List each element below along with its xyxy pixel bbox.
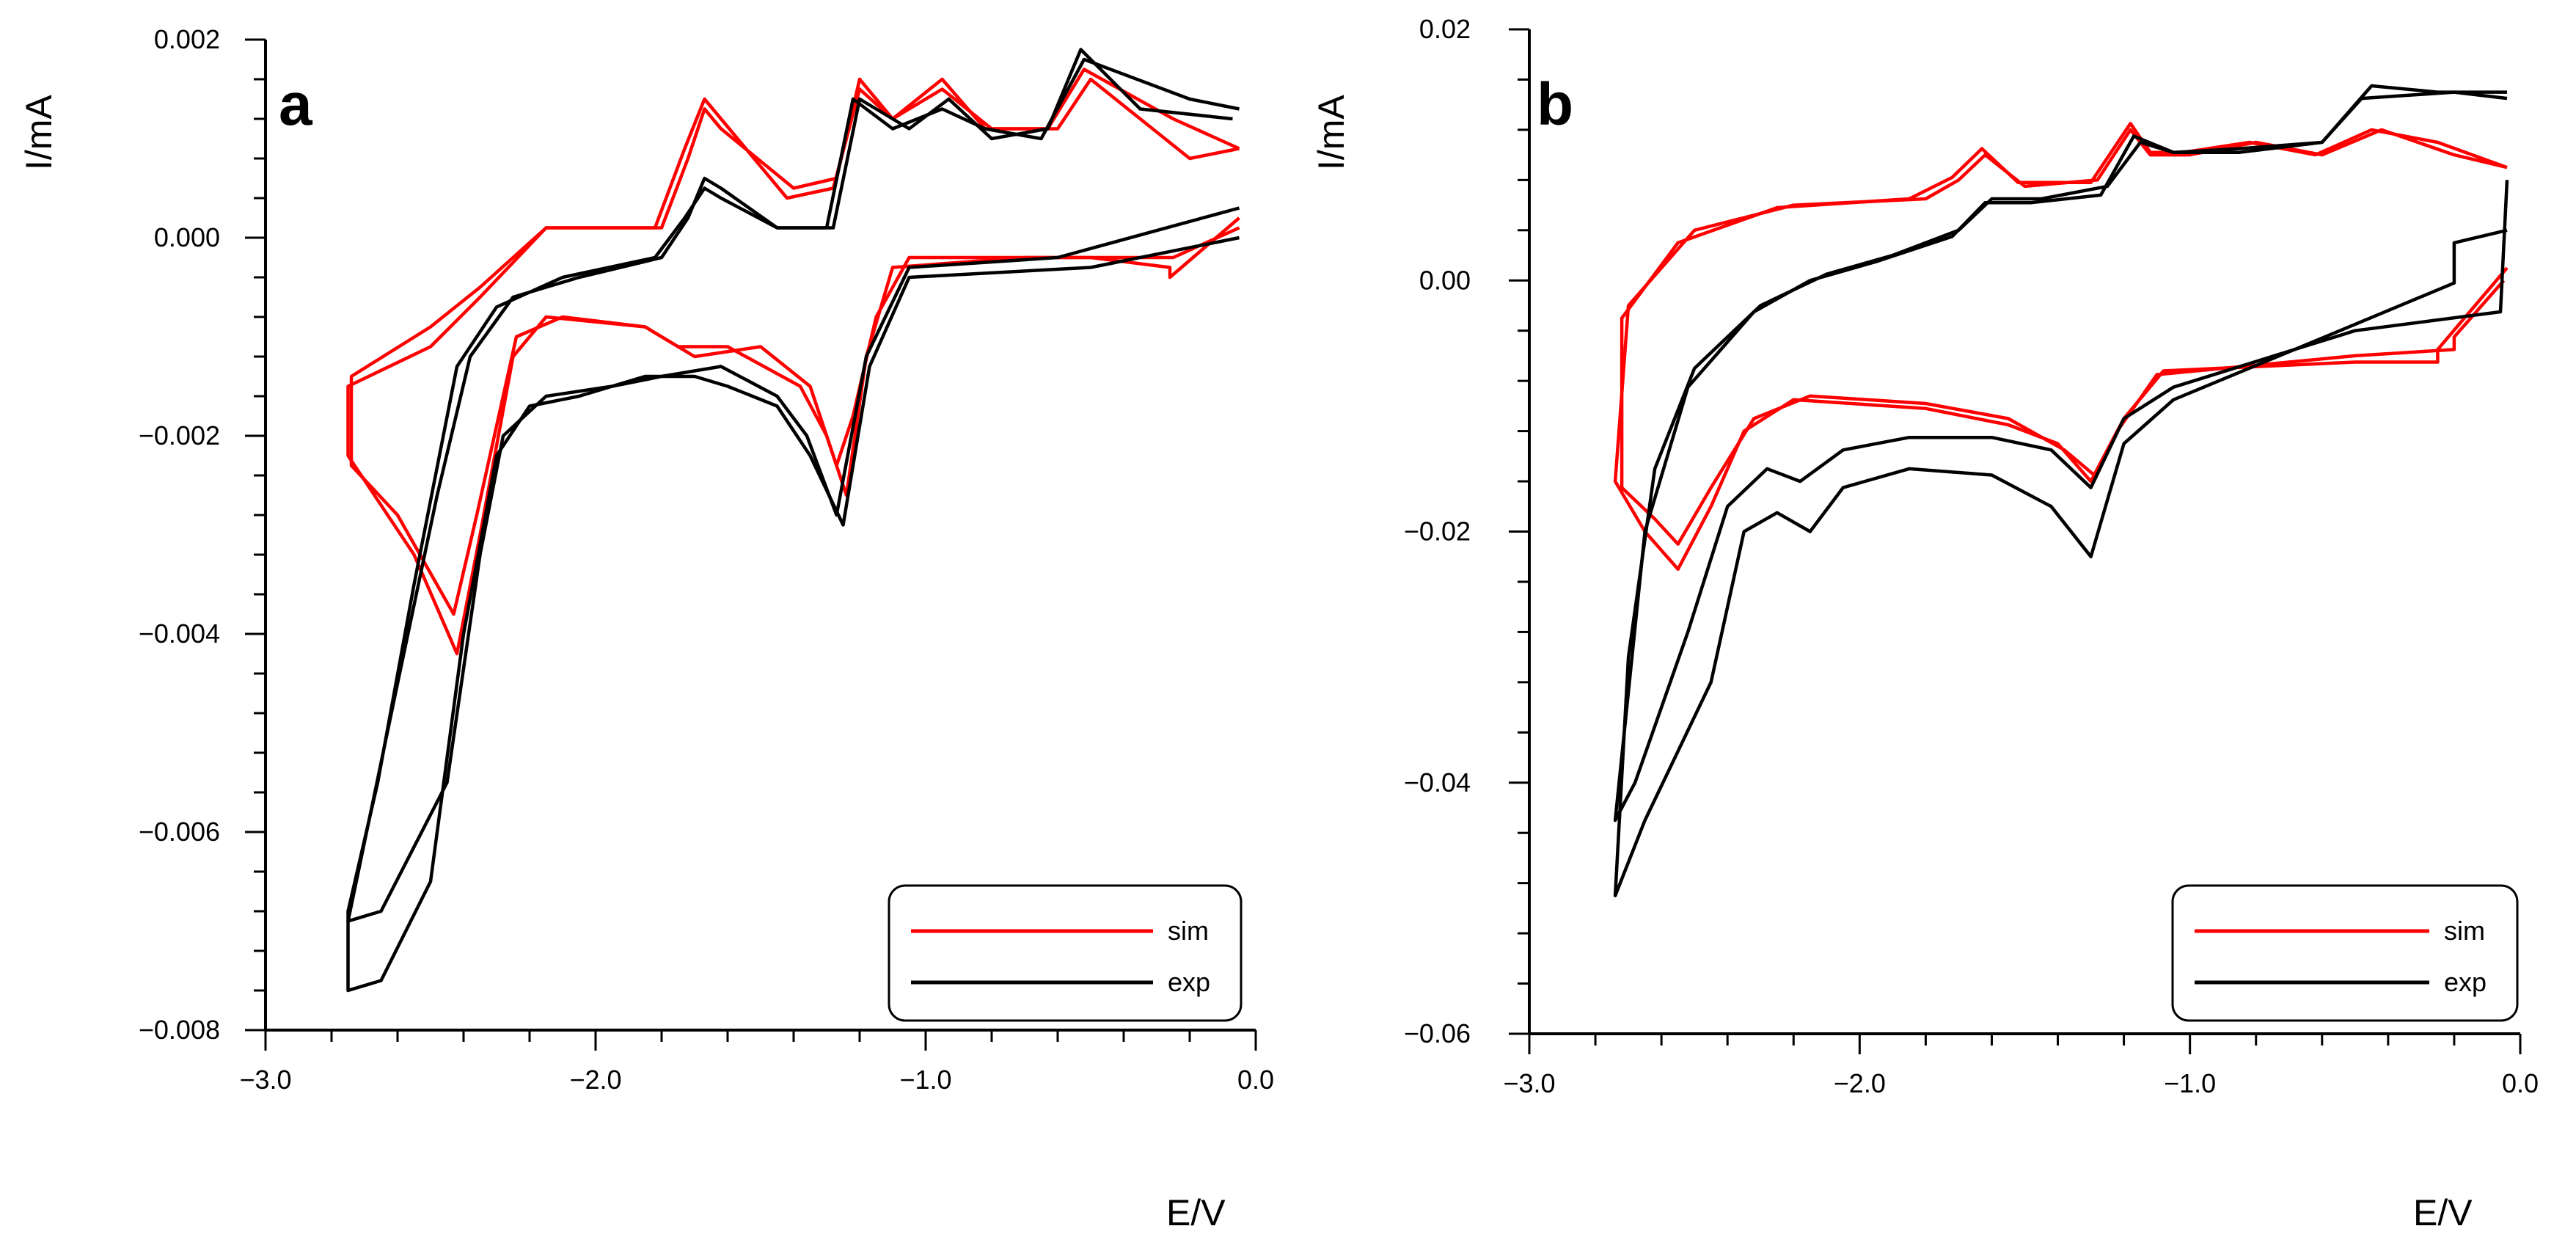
x-axis-title: E/V [2413,1192,2473,1233]
series-exp-cycle-1 [1613,84,2508,898]
legend-label-exp: exp [1168,967,1210,997]
y-axis-title: I/mA [18,95,59,170]
legend-box [2171,884,2519,1022]
panel-letter: a [279,71,313,138]
y-tick-label: −0.06 [1404,1018,1471,1048]
y-tick-label: −0.002 [139,420,220,450]
legend-label-sim: sim [1168,916,1209,946]
chart-panel-a: 0.002 0.000 −0.002 −0.004 −0.006 −0.008 −3.0 −2… [18,24,1274,1233]
y-tick-label: −0.006 [139,817,220,847]
legend-label-exp: exp [2444,967,2487,997]
x-tick-label: −2.0 [1834,1068,1886,1098]
y-tick-label: 0.000 [154,222,220,252]
x-axis-title: E/V [1166,1192,1226,1233]
x-tick-label: 0.0 [2502,1068,2539,1098]
series-sim-cycle-1 [346,77,1240,656]
legend: sim exp [2171,884,2519,1022]
series-exp-cycle-2 [346,57,1240,923]
y-tick-label: −0.04 [1404,767,1471,798]
x-tick-label: −3.0 [239,1065,291,1095]
y-tick-label: 0.00 [1419,265,1471,295]
y-tick-label: 0.002 [154,24,220,54]
legend-box [888,884,1243,1022]
x-tick-label: −1.0 [899,1065,951,1095]
x-tick-label: 0.0 [1237,1065,1274,1095]
series-exp-cycle-2 [1613,90,2509,822]
legend-label-sim: sim [2444,916,2485,946]
legend: sim exp [888,884,1243,1022]
x-tick-label: −2.0 [569,1065,621,1095]
y-tick-label: −0.008 [139,1015,220,1045]
y-tick-label: 0.02 [1419,14,1471,44]
y-tick-label: −0.004 [139,618,220,649]
x-tick-label: −1.0 [2164,1068,2216,1098]
panel-letter: b [1537,71,1573,138]
chart-panel-b: 0.02 0.00 −0.02 −0.04 −0.06 −3.0 −2.0 −1.0 0.0 b I… [1311,14,2539,1233]
y-tick-label: −0.02 [1404,517,1471,547]
y-axis-title: I/mA [1311,95,1352,170]
x-tick-label: −3.0 [1503,1068,1555,1098]
